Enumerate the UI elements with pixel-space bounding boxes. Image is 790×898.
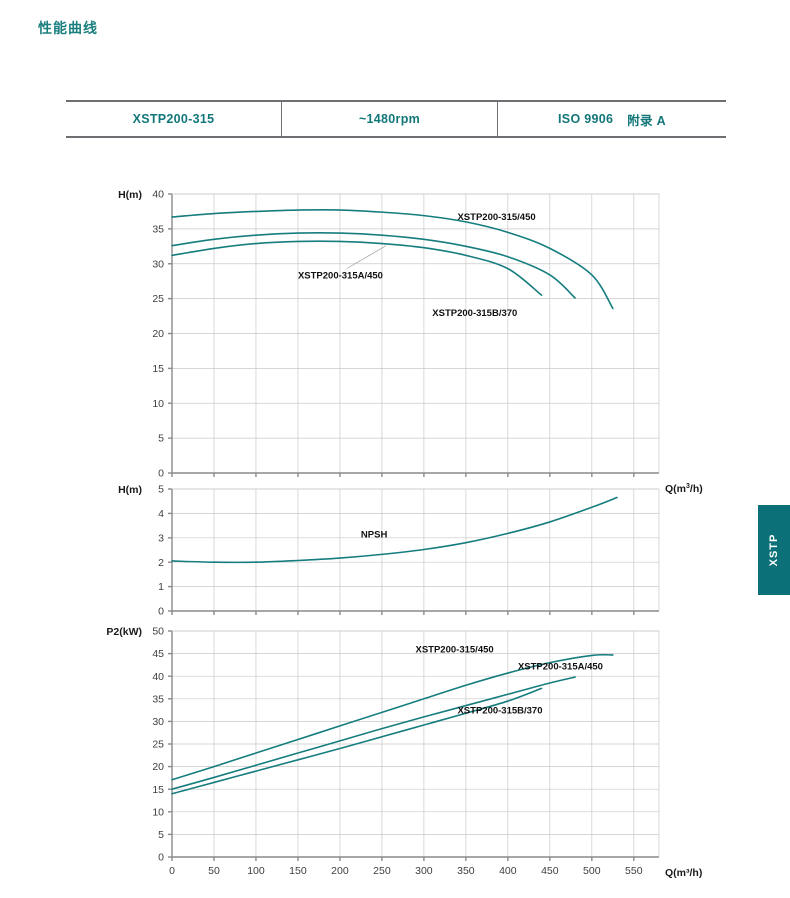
curve-label: XSTP200-315/450 bbox=[457, 212, 535, 223]
ytick-label: 10 bbox=[152, 806, 164, 818]
xtick-label: 200 bbox=[331, 865, 349, 877]
xtick-label: 500 bbox=[583, 865, 601, 877]
ytick-label: 25 bbox=[152, 739, 164, 751]
curve-label: NPSH bbox=[361, 529, 388, 540]
axis-title-y: P2(kW) bbox=[106, 626, 142, 638]
ytick-label: 20 bbox=[152, 328, 164, 340]
ytick-label: 25 bbox=[152, 293, 164, 305]
curve-3 bbox=[171, 240, 543, 296]
xtick-label: 250 bbox=[373, 865, 391, 877]
page-title: 性能曲线 bbox=[38, 20, 98, 36]
ytick-label: 2 bbox=[158, 557, 164, 569]
spec-cell-speed: ~1480rpm bbox=[282, 102, 498, 136]
ytick-label: 50 bbox=[152, 626, 164, 638]
xtick-label: 0 bbox=[169, 865, 175, 877]
xtick-label: 50 bbox=[208, 865, 220, 877]
ytick-label: 40 bbox=[152, 189, 164, 201]
ytick-label: 30 bbox=[152, 716, 164, 728]
spec-speed-label: ~1480rpm bbox=[358, 112, 421, 126]
side-tab-xstp[interactable]: XSTP bbox=[758, 505, 790, 595]
ytick-label: 15 bbox=[152, 363, 164, 375]
curve-1 bbox=[171, 209, 614, 310]
ytick-label: 3 bbox=[158, 532, 164, 544]
xtick-label: 450 bbox=[541, 865, 559, 877]
spec-cell-model: XSTP200-315 bbox=[66, 102, 282, 136]
axis-title-x-text: Q(m³/h) bbox=[665, 867, 702, 879]
curve-1 bbox=[171, 496, 618, 564]
ytick-label: 5 bbox=[158, 484, 164, 496]
axis-title-y: H(m) bbox=[118, 189, 142, 201]
ytick-label: 15 bbox=[152, 784, 164, 796]
spec-annex-label: 附录 A bbox=[627, 113, 666, 128]
axis-title-y: H(m) bbox=[118, 484, 142, 496]
xtick-label: 150 bbox=[289, 865, 307, 877]
ytick-label: 5 bbox=[158, 433, 164, 445]
curve-1 bbox=[171, 653, 614, 781]
xtick-label: 300 bbox=[415, 865, 433, 877]
chart-power-curve: 0 5 10 15 20 25 30 35 40 45 50 P2(kW) 0 50 100 150 200 25… bbox=[106, 626, 702, 879]
ytick-label: 0 bbox=[158, 468, 164, 480]
curve-label: XSTP200-315B/370 bbox=[457, 705, 542, 716]
ytick-label: 4 bbox=[158, 508, 164, 520]
ytick-label: 10 bbox=[152, 398, 164, 410]
chart-head-curve: 0 5 10 15 20 25 30 35 40 H(m) Q(m3/h) XSTP200-315/4… bbox=[118, 189, 703, 495]
chart-npsh-curve: 0 1 2 3 4 5 H(m) NPSH bbox=[118, 484, 660, 618]
curve-label: XSTP200-315B/370 bbox=[432, 308, 517, 319]
ytick-label: 20 bbox=[152, 761, 164, 773]
axis-title-x: Q(m³/h) bbox=[665, 867, 702, 879]
ytick-label: 5 bbox=[158, 829, 164, 841]
ytick-label: 35 bbox=[152, 693, 164, 705]
spec-model-label: XSTP200-315 bbox=[132, 112, 215, 126]
spec-table: XSTP200-315 ~1480rpm ISO 9906 附录 A bbox=[66, 100, 726, 138]
curve-label: XSTP200-315A/450 bbox=[518, 661, 603, 672]
ytick-label: 1 bbox=[158, 581, 164, 593]
xtick-label: 100 bbox=[247, 865, 265, 877]
spec-cell-standard: ISO 9906 附录 A bbox=[498, 102, 726, 136]
ytick-label: 35 bbox=[152, 223, 164, 235]
ytick-label: 0 bbox=[158, 606, 164, 618]
ytick-label: 0 bbox=[158, 852, 164, 864]
ytick-label: 40 bbox=[152, 671, 164, 683]
xtick-label: 350 bbox=[457, 865, 475, 877]
curve-label: XSTP200-315/450 bbox=[416, 645, 494, 656]
ytick-label: 30 bbox=[152, 258, 164, 270]
spec-standard-label: ISO 9906 bbox=[558, 112, 614, 126]
xtick-label: 550 bbox=[625, 865, 643, 877]
curve-2 bbox=[171, 676, 576, 790]
curve-3 bbox=[171, 687, 543, 795]
curve-2 bbox=[171, 231, 576, 299]
curve-label-leader bbox=[346, 245, 387, 269]
curve-label: XSTP200-315A/450 bbox=[298, 270, 383, 281]
axis-title-x-text: Q(m3/h) bbox=[665, 483, 703, 495]
ytick-label: 45 bbox=[152, 648, 164, 660]
axis-title-x: Q(m3/h) bbox=[665, 483, 703, 495]
xtick-label: 400 bbox=[499, 865, 517, 877]
